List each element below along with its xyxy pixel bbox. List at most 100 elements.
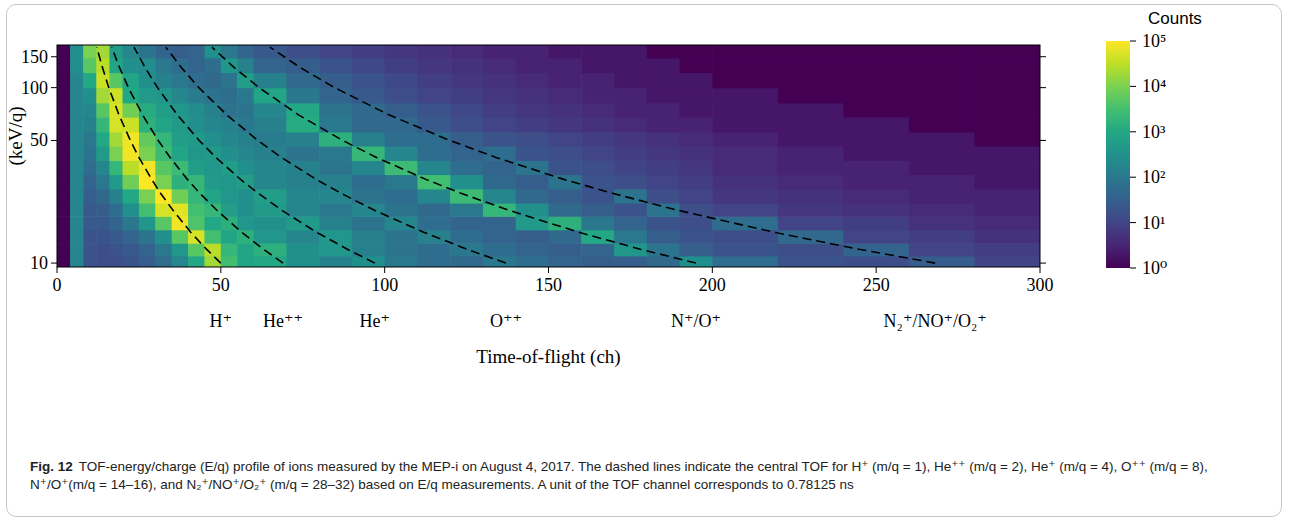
heatmap-cell	[172, 45, 189, 58]
heatmap-cell	[680, 103, 713, 118]
heatmap-cell	[843, 216, 909, 230]
heatmap-cell	[109, 160, 123, 175]
heatmap-cell	[319, 132, 352, 147]
heatmap-cell	[254, 203, 287, 217]
heatmap-cell	[286, 230, 319, 244]
heatmap-cell	[204, 132, 221, 147]
heatmap-cell	[417, 216, 450, 230]
heatmap-cell	[974, 132, 1040, 147]
heatmap-cell	[647, 203, 680, 217]
heatmap-cell	[712, 230, 778, 244]
heatmap-cell	[83, 174, 97, 189]
heatmap-cell	[172, 203, 189, 217]
heatmap-cell	[172, 189, 189, 204]
colorbar-tick	[1130, 222, 1136, 223]
heatmap-cell	[614, 117, 647, 132]
heatmap-cell	[680, 132, 713, 147]
heatmap-cell	[516, 174, 549, 189]
heatmap-cell	[974, 203, 1040, 217]
heatmap-cell	[385, 256, 418, 267]
heatmap-cell	[188, 103, 205, 118]
heatmap-cell	[843, 230, 909, 244]
heatmap-cell	[204, 230, 221, 244]
heatmap-cell	[188, 88, 205, 104]
heatmap-cell	[57, 160, 71, 175]
heatmap-cell	[352, 58, 385, 73]
heatmap-cell	[614, 216, 647, 230]
heatmap-cell	[286, 58, 319, 73]
heatmap-cell	[680, 72, 713, 88]
caption-label: Fig. 12	[30, 459, 73, 474]
heatmap-cell	[549, 132, 582, 147]
heatmap-cell	[109, 72, 123, 88]
heatmap-cell	[96, 103, 110, 118]
heatmap-cell	[843, 203, 909, 217]
heatmap-cell	[450, 117, 483, 132]
heatmap-cell	[96, 203, 110, 217]
heatmap-cell	[109, 230, 123, 244]
heatmap-cell	[909, 88, 975, 104]
heatmap-cell	[221, 58, 238, 73]
heatmap-cell	[109, 216, 123, 230]
heatmap-cell	[319, 72, 352, 88]
heatmap-cell	[57, 174, 71, 189]
species-line	[212, 47, 696, 263]
heatmap-cell	[680, 216, 713, 230]
x-tick	[1040, 267, 1041, 273]
heatmap-cell	[516, 88, 549, 104]
heatmap-cell	[237, 230, 254, 244]
heatmap-cell	[96, 117, 110, 132]
heatmap-cell	[352, 160, 385, 175]
heatmap-cell	[680, 117, 713, 132]
caption: Fig. 12TOF-energy/charge (E/q) profile o…	[30, 458, 1262, 494]
heatmap-cell	[221, 174, 238, 189]
colorbar-tick-label: 10⁵	[1142, 31, 1166, 51]
heatmap-cell	[319, 146, 352, 161]
heatmap-cell	[516, 72, 549, 88]
heatmap-cell	[83, 117, 97, 132]
heatmap-cell	[96, 256, 110, 267]
heatmap-cell	[286, 256, 319, 267]
species-label: H⁺	[210, 311, 233, 331]
heatmap-cell	[155, 132, 172, 147]
x-tick	[384, 267, 385, 273]
species-label: N₂⁺/NO⁺/O₂⁺	[884, 311, 987, 331]
heatmap-cell	[581, 243, 614, 256]
heatmap-cell	[109, 189, 123, 204]
heatmap-cell	[70, 146, 84, 161]
heatmap-cell	[254, 132, 287, 147]
heatmap-cell	[188, 216, 205, 230]
heatmap-cell	[778, 216, 844, 230]
heatmap-cell	[70, 117, 84, 132]
heatmap-cell	[614, 160, 647, 175]
heatmap-cell	[483, 117, 516, 132]
heatmap-cell	[204, 216, 221, 230]
heatmap-cell	[188, 72, 205, 88]
heatmap-cell	[204, 203, 221, 217]
heatmap-cell	[483, 243, 516, 256]
heatmap-cell	[581, 45, 614, 58]
heatmap-cell	[909, 203, 975, 217]
heatmap-cell	[581, 203, 614, 217]
heatmap-cell	[516, 230, 549, 244]
colorbar-tick	[1130, 177, 1136, 178]
heatmap-cell	[450, 230, 483, 244]
heatmap-cell	[516, 243, 549, 256]
heatmap-cell	[549, 230, 582, 244]
heatmap-cell	[712, 117, 778, 132]
heatmap-cell	[286, 88, 319, 104]
heatmap-cell	[843, 160, 909, 175]
heatmap-cell	[123, 189, 140, 204]
heatmap-cell	[123, 132, 140, 147]
heatmap-cell	[680, 88, 713, 104]
heatmap-cell	[712, 45, 778, 58]
x-tick-label: 100	[371, 275, 398, 295]
heatmap-cell	[647, 174, 680, 189]
colorbar-tick-label: 10⁰	[1142, 258, 1167, 278]
heatmap-cell	[70, 216, 84, 230]
heatmap-cell	[581, 216, 614, 230]
x-tick-label: 150	[535, 275, 562, 295]
heatmap-cell	[221, 230, 238, 244]
heatmap-cell	[221, 72, 238, 88]
colorbar-tick-label: 10²	[1142, 167, 1165, 187]
